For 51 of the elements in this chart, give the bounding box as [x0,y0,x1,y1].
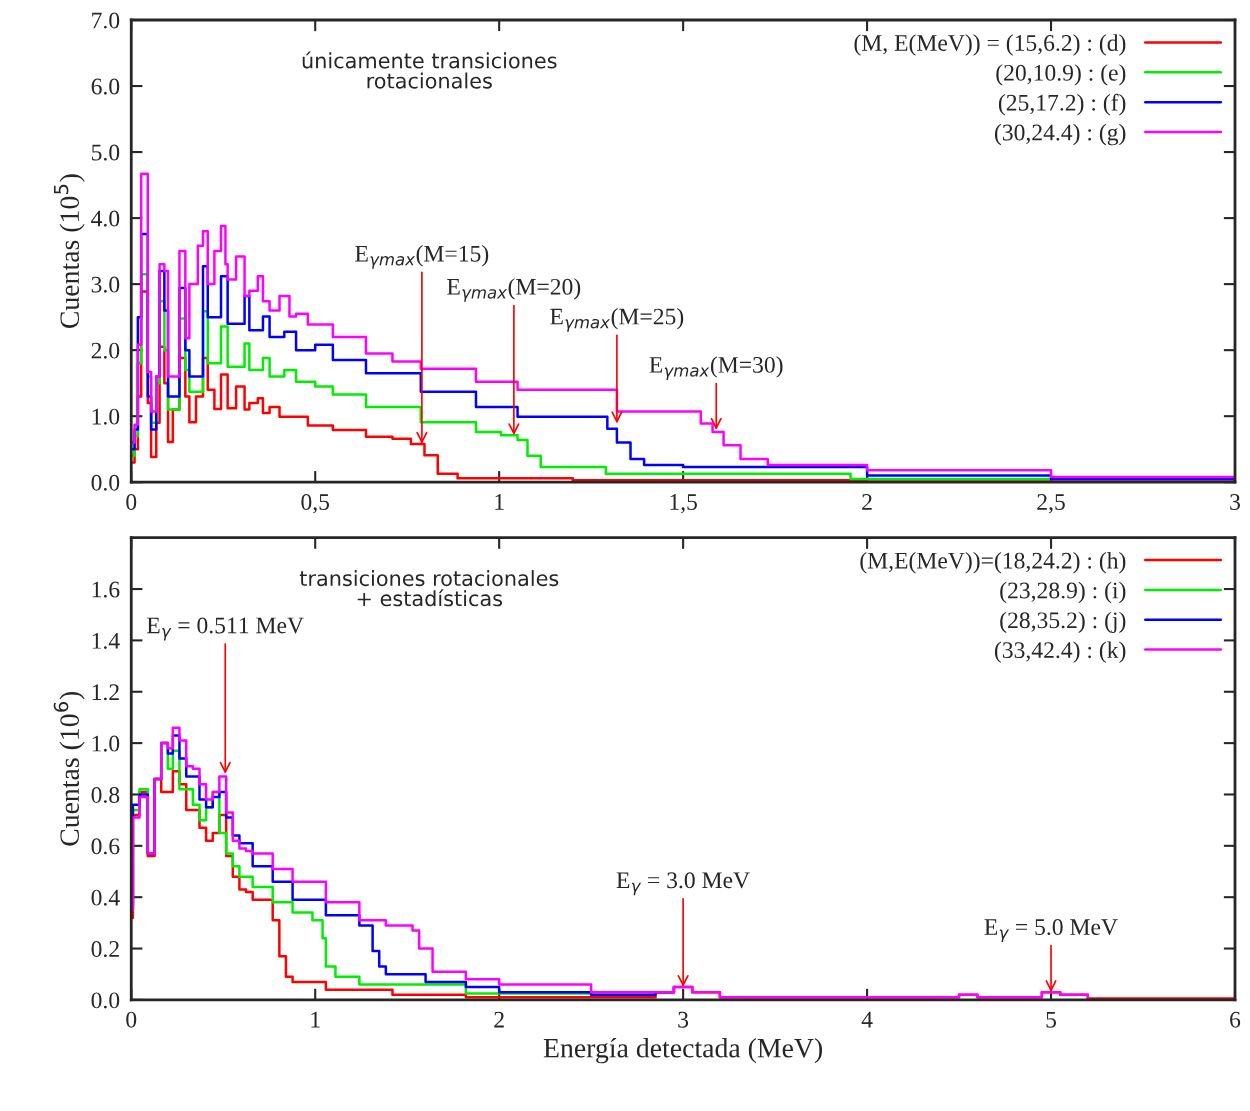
y-tick-label: 0.4 [91,889,120,906]
annotation: E$_{γmax}$(M=25) [550,307,684,332]
annotation: E$_{γmax}$(M=30) [649,356,783,380]
annotation: E$_{γ}$ = 5.0 MeV [984,919,1118,943]
annotation: E$_{γ}$ = 0.511 MeV [146,617,304,641]
x-tick-label: 2 [494,1011,504,1028]
y-tick-label: 3.0 [91,276,120,293]
y-axis-title: Cuentas (10$^{6}$) [53,691,85,846]
x-axis-title: Energía detectada (MeV) [543,1037,823,1064]
x-tick-label: 2 [862,494,872,510]
y-tick-label: 1.6 [92,581,120,598]
annotation: E$_{γ}$ = 3.0 MeV [616,872,750,896]
y-tick-label: 4.0 [91,210,120,227]
x-tick-label: 3 [678,1011,689,1028]
legend-label: (M, E(MeV)) = (15,6.2) : (d) [854,34,1126,56]
x-tick-label: 1,5 [670,494,697,514]
y-axis-title: Cuentas (10$^{5}$) [53,174,85,329]
legend-label: (M,E(MeV))=(18,24.2) : (h) [860,551,1126,574]
annotation: transiciones rotacionales + estadísticas [299,570,559,607]
x-tick-label: 5 [1046,1011,1057,1028]
y-tick-label: 0.6 [91,838,120,855]
x-tick-label: 6 [1230,1011,1241,1028]
legend-label: (25,17.2) : (f) [998,93,1126,116]
annotation: únicamente transiciones rotacionales [302,51,557,89]
x-tick-label: 0 [126,494,137,510]
y-tick-label: 5.0 [92,144,120,161]
x-tick-label: 4 [861,1011,873,1028]
legend-label: (20,10.9) : (e) [996,64,1126,86]
x-tick-label: 2,5 [1037,494,1065,514]
legend-label: (23,28.9) : (i) [1000,581,1126,604]
y-tick-label: 2.0 [91,342,120,359]
legend-label: (30,24.4) : (g) [994,123,1126,146]
x-tick-label: 0 [126,1011,137,1028]
legend-label: (28,35.2) : (j) [1000,611,1126,634]
y-tick-label: 0.0 [91,474,120,491]
x-tick-label: 0,5 [301,494,330,514]
x-tick-label: 3 [1230,494,1240,510]
x-tick-label: 1 [495,494,504,510]
legend-label: (33,42.4) : (k) [994,641,1126,663]
y-tick-label: 7.0 [92,12,120,29]
y-tick-label: 1.0 [92,735,120,752]
y-tick-label: 6.0 [91,78,120,95]
y-tick-label: 1.2 [92,684,119,701]
y-tick-label: 0.8 [91,786,120,803]
y-tick-label: 0.2 [91,941,119,958]
annotation: E$_{γmax}$(M=20) [447,278,581,302]
y-tick-label: 1.0 [92,408,120,425]
y-tick-label: 0.0 [91,992,120,1009]
y-tick-label: 1.4 [92,633,120,649]
annotation: E$_{γmax}$(M=15) [355,245,489,269]
x-tick-label: 1 [311,1011,320,1028]
